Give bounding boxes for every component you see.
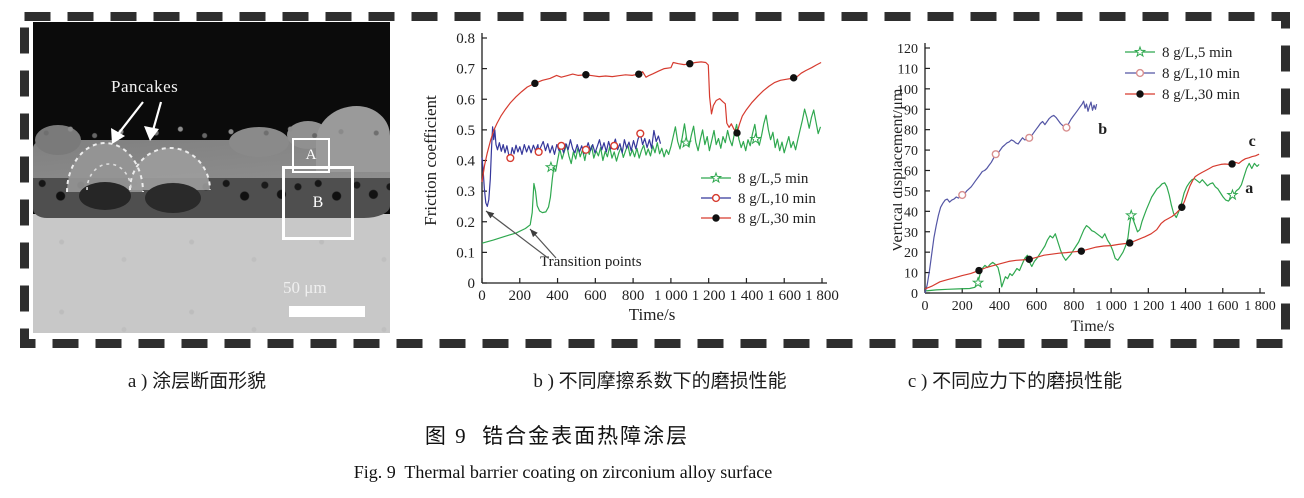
svg-text:1 400: 1 400	[730, 288, 764, 304]
caption-panel-b: b ) 不同摩擦系数下的磨损性能	[533, 371, 787, 392]
pancakes-label: Pancakes	[111, 77, 179, 96]
svg-text:1 800: 1 800	[1244, 299, 1276, 314]
svg-text:80: 80	[904, 124, 918, 139]
svg-text:a: a	[1245, 180, 1253, 197]
svg-text:10: 10	[904, 267, 918, 282]
svg-text:400: 400	[546, 288, 569, 304]
svg-text:1 800: 1 800	[805, 288, 839, 304]
region-a-label: A	[305, 147, 317, 163]
svg-text:200: 200	[509, 288, 532, 304]
svg-text:Time/s: Time/s	[629, 305, 676, 324]
svg-text:70: 70	[904, 144, 918, 159]
svg-text:110: 110	[898, 62, 918, 77]
svg-text:0.3: 0.3	[456, 184, 475, 200]
scale-bar-label: 50 μm	[283, 278, 327, 297]
svg-text:800: 800	[1063, 299, 1084, 314]
region-a-box: A	[292, 138, 330, 173]
svg-text:200: 200	[952, 299, 973, 314]
svg-text:8 g/L,30 min: 8 g/L,30 min	[738, 211, 816, 227]
svg-text:8 g/L,10 min: 8 g/L,10 min	[1162, 66, 1240, 82]
sem-annotation-overlay	[66, 101, 211, 213]
pancake-arrow-left	[111, 128, 125, 144]
svg-text:60: 60	[904, 165, 918, 180]
svg-text:8 g/L,10 min: 8 g/L,10 min	[738, 191, 816, 207]
svg-text:Transition points: Transition points	[540, 254, 642, 270]
svg-text:20: 20	[904, 246, 918, 261]
sem-substrate-layer	[33, 214, 390, 333]
svg-text:0.5: 0.5	[456, 123, 475, 139]
region-b-box: B	[282, 166, 354, 240]
svg-text:0: 0	[911, 287, 918, 302]
pancake-outline-left	[66, 142, 144, 193]
figure-title-en: Fig. 9 Thermal barrier coating on zircon…	[353, 462, 773, 482]
svg-text:8 g/L,30 min: 8 g/L,30 min	[1162, 87, 1240, 103]
svg-text:1 000: 1 000	[1095, 299, 1127, 314]
svg-text:1 600: 1 600	[1207, 299, 1239, 314]
pancake-outline-right	[129, 147, 211, 191]
svg-text:120: 120	[897, 42, 918, 57]
svg-text:1 400: 1 400	[1170, 299, 1202, 314]
caption-panel-a: a ) 涂层断面形貌	[127, 371, 267, 392]
friction-coefficient-chart: 0 200 400 600 800 1 000 1 200 1 400 1 600 1 800 0 0…	[421, 31, 839, 324]
svg-text:0.4: 0.4	[456, 154, 475, 170]
svg-text:8 g/L,5 min: 8 g/L,5 min	[738, 171, 809, 187]
svg-text:30: 30	[904, 226, 918, 241]
svg-text:600: 600	[1026, 299, 1047, 314]
svg-text:0.6: 0.6	[456, 92, 475, 108]
svg-text:1 000: 1 000	[654, 288, 688, 304]
svg-text:0.2: 0.2	[456, 215, 475, 231]
region-b-label: B	[312, 194, 324, 211]
svg-text:600: 600	[584, 288, 607, 304]
caption-panel-c: c ) 不同应力下的磨损性能	[907, 371, 1123, 392]
svg-text:0.8: 0.8	[456, 31, 475, 47]
svg-text:50: 50	[904, 185, 918, 200]
svg-text:0: 0	[922, 299, 929, 314]
figure-title-zh: 图 9 锆合金表面热障涂层	[424, 424, 690, 448]
svg-text:0.1: 0.1	[456, 245, 475, 261]
svg-text:0.7: 0.7	[456, 62, 475, 78]
svg-text:Time/s: Time/s	[1071, 318, 1115, 335]
pancake-outline-inner	[86, 163, 132, 191]
svg-text:Friction coefficient: Friction coefficient	[421, 95, 440, 226]
svg-text:0: 0	[468, 276, 476, 292]
sem-surface-debris	[33, 120, 390, 146]
sem-micrograph-panel: Pancakes A B 50 μm	[33, 22, 390, 333]
svg-text:c: c	[1249, 133, 1256, 150]
svg-text:400: 400	[989, 299, 1010, 314]
svg-text:0: 0	[478, 288, 486, 304]
svg-text:1 200: 1 200	[692, 288, 726, 304]
svg-text:b: b	[1098, 121, 1107, 138]
svg-text:40: 40	[904, 205, 918, 220]
svg-text:800: 800	[622, 288, 645, 304]
svg-text:1 200: 1 200	[1133, 299, 1165, 314]
scale-bar	[289, 306, 365, 317]
svg-text:100: 100	[897, 83, 918, 98]
svg-text:90: 90	[904, 103, 918, 118]
svg-text:1 600: 1 600	[767, 288, 801, 304]
svg-text:Vertical displacement/μm: Vertical displacement/μm	[893, 88, 906, 252]
vertical-displacement-chart: 0 200 400 600 800 1 000 1 200 1 400 1 600 1 800 0 1…	[893, 42, 1276, 335]
svg-text:8 g/L,5 min: 8 g/L,5 min	[1162, 45, 1233, 61]
pancake-arrow-right	[144, 126, 159, 141]
